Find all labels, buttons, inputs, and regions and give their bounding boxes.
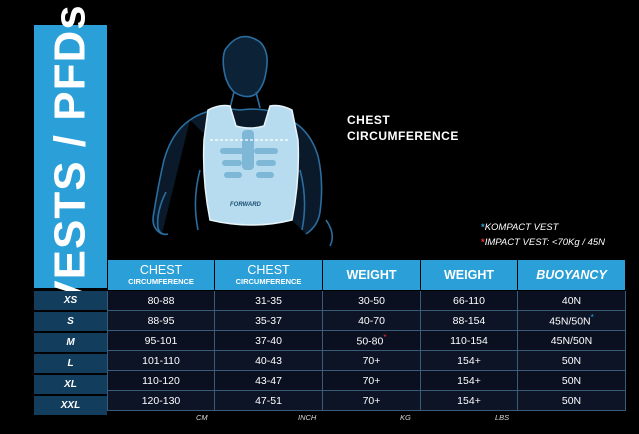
impact-asterisk: * — [383, 333, 387, 343]
header-weight-lbs: WEIGHT — [420, 259, 518, 291]
header-chest-cm: CHEST CIRCUMFERENCE — [107, 259, 215, 291]
unit-inch: INCH — [298, 413, 317, 422]
chest-circumference-label: CHEST CIRCUMFERENCE — [347, 113, 459, 143]
header-chest-inch: CHEST CIRCUMFERENCE — [214, 259, 323, 291]
legend: *KOMPACT VEST *IMPACT VEST: <70Kg / 45N — [481, 220, 605, 250]
unit-lbs: LBS — [495, 413, 510, 422]
side-title: VESTS / PFDs — [34, 4, 107, 309]
side-title-text: VESTS / PFDs — [45, 3, 95, 310]
size-label: XS — [34, 291, 107, 310]
size-label: XXL — [34, 396, 107, 415]
size-label: M — [34, 333, 107, 352]
table-row: 80-88 31-35 30-50 66-110 40N — [107, 290, 626, 311]
athlete-vest-illustration: FORWARD — [152, 35, 334, 247]
unit-kg: KG — [400, 413, 411, 422]
unit-cm: CM — [196, 413, 208, 422]
table-row: 120-130 47-51 70+ 154+ 50N — [107, 390, 626, 411]
size-column: XS S M L XL XXL — [34, 291, 107, 417]
header-weight-kg: WEIGHT — [322, 259, 421, 291]
size-label: S — [34, 312, 107, 331]
side-band — [34, 25, 107, 288]
table-row: 88-95 35-37 40-70 88-154 45N/50N* — [107, 310, 626, 331]
vest-brand: FORWARD — [230, 202, 262, 208]
table-row: 101-110 40-43 70+ 154+ 50N — [107, 350, 626, 371]
legend-impact: *IMPACT VEST: <70Kg / 45N — [481, 237, 605, 248]
header-buoyancy: BUOYANCY — [517, 259, 626, 291]
size-label: L — [34, 354, 107, 373]
size-table: CHEST CIRCUMFERENCE CHEST CIRCUMFERENCE WE… — [107, 259, 626, 411]
table-row: 95-101 37-40 50-80* 110-154 45N/50N — [107, 330, 626, 351]
table-row: 110-120 43-47 70+ 154+ 50N — [107, 370, 626, 391]
size-label: XL — [34, 375, 107, 394]
legend-kompact: *KOMPACT VEST — [481, 222, 559, 233]
kompact-asterisk: * — [590, 313, 594, 323]
